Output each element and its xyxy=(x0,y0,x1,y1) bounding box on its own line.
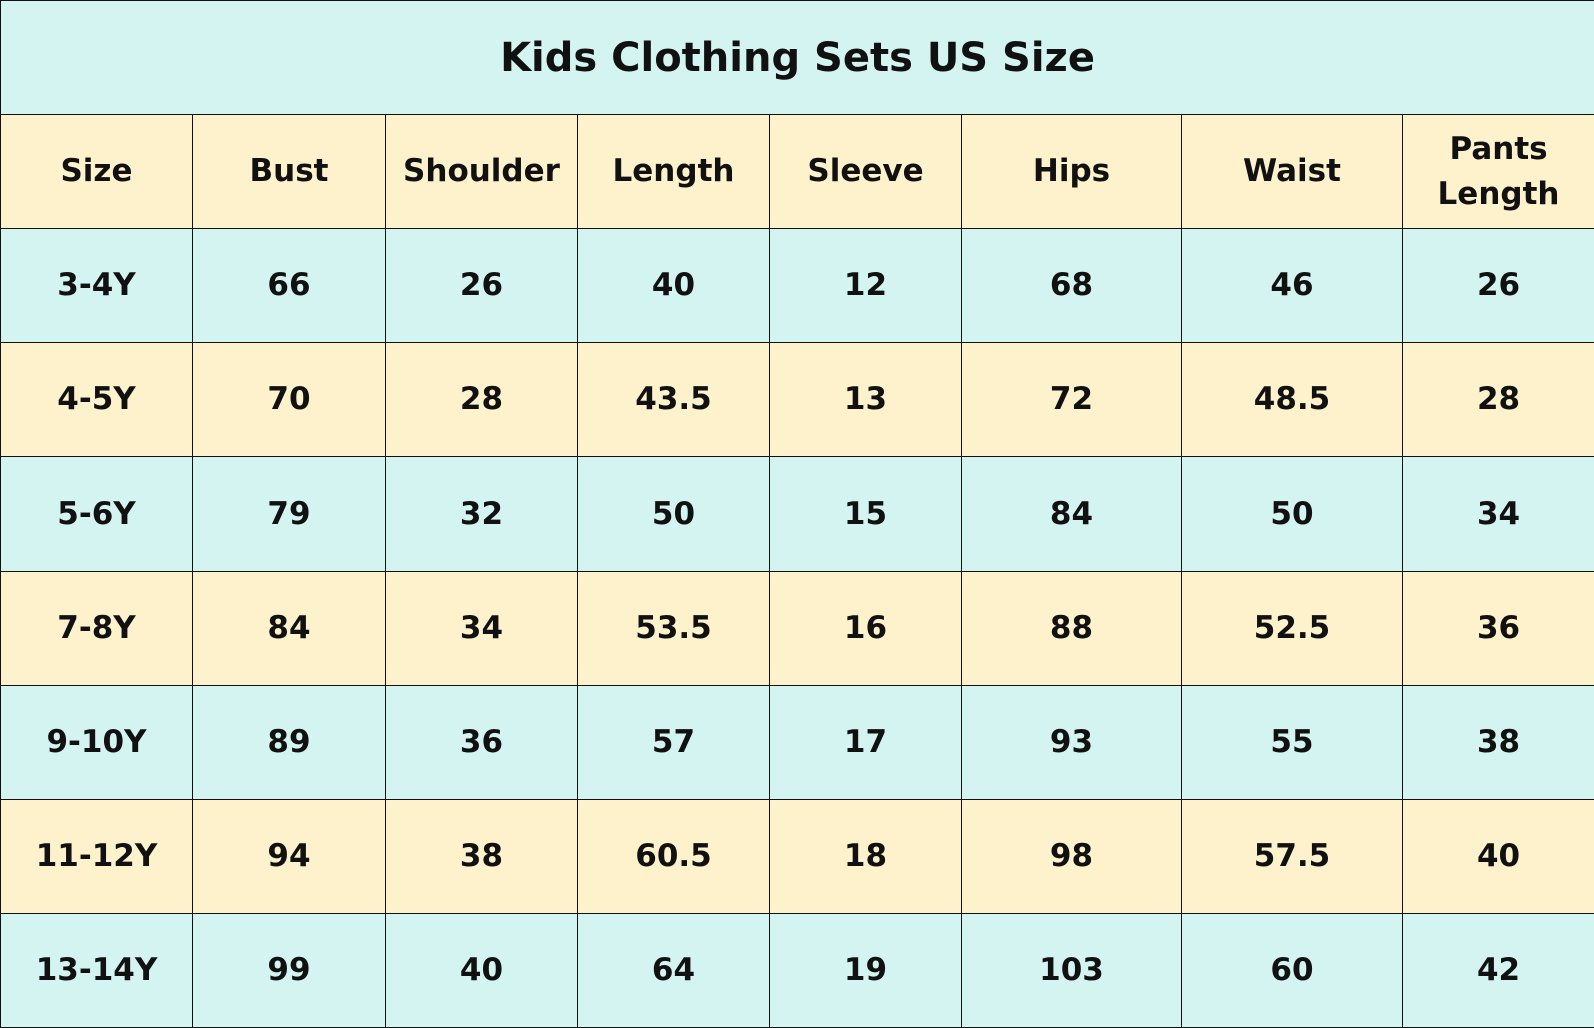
cell-hips: 72 xyxy=(961,342,1182,458)
cell-pants-length: 38 xyxy=(1401,684,1594,800)
cell-shoulder: 34 xyxy=(385,570,578,686)
column-header-size: Size xyxy=(0,114,193,230)
cell-size: 5-6Y xyxy=(0,456,193,572)
cell-waist: 57.5 xyxy=(1181,798,1403,914)
cell-bust: 99 xyxy=(192,912,386,1028)
cell-size: 7-8Y xyxy=(0,570,193,686)
cell-hips: 88 xyxy=(961,570,1182,686)
cell-shoulder: 28 xyxy=(385,342,578,458)
cell-pants-length: 26 xyxy=(1401,228,1594,344)
cell-sleeve: 18 xyxy=(769,798,962,914)
table-body: 3-4Y 66 26 40 12 68 46 26 4-5Y 70 28 43.5 13 72 48.5 28… xyxy=(0,228,1594,1028)
chart-title: Kids Clothing Sets US Size xyxy=(0,0,1594,116)
cell-shoulder: 38 xyxy=(385,798,578,914)
cell-bust: 70 xyxy=(192,342,386,458)
cell-bust: 66 xyxy=(192,228,386,344)
cell-sleeve: 19 xyxy=(769,912,962,1028)
table-row: 11-12Y 94 38 60.5 18 98 57.5 40 xyxy=(0,798,1594,914)
table-row: 5-6Y 79 32 50 15 84 50 34 xyxy=(0,456,1594,572)
column-header-sleeve: Sleeve xyxy=(769,114,962,230)
table-row: 3-4Y 66 26 40 12 68 46 26 xyxy=(0,228,1594,344)
cell-length: 53.5 xyxy=(577,570,770,686)
cell-waist: 50 xyxy=(1181,456,1403,572)
cell-length: 43.5 xyxy=(577,342,770,458)
cell-waist: 52.5 xyxy=(1181,570,1403,686)
cell-waist: 60 xyxy=(1181,912,1403,1028)
cell-pants-length: 42 xyxy=(1401,912,1594,1028)
cell-shoulder: 32 xyxy=(385,456,578,572)
cell-length: 57 xyxy=(577,684,770,800)
cell-size: 4-5Y xyxy=(0,342,193,458)
cell-bust: 79 xyxy=(192,456,386,572)
cell-size: 3-4Y xyxy=(0,228,193,344)
cell-length: 64 xyxy=(577,912,770,1028)
cell-shoulder: 26 xyxy=(385,228,578,344)
cell-sleeve: 16 xyxy=(769,570,962,686)
cell-shoulder: 40 xyxy=(385,912,578,1028)
cell-hips: 68 xyxy=(961,228,1182,344)
table-row: 9-10Y 89 36 57 17 93 55 38 xyxy=(0,684,1594,800)
column-header-length: Length xyxy=(577,114,770,230)
cell-waist: 55 xyxy=(1181,684,1403,800)
cell-hips: 93 xyxy=(961,684,1182,800)
cell-length: 40 xyxy=(577,228,770,344)
cell-bust: 89 xyxy=(192,684,386,800)
cell-length: 50 xyxy=(577,456,770,572)
cell-hips: 98 xyxy=(961,798,1182,914)
cell-pants-length: 34 xyxy=(1401,456,1594,572)
table-row: 4-5Y 70 28 43.5 13 72 48.5 28 xyxy=(0,342,1594,458)
cell-hips: 103 xyxy=(961,912,1182,1028)
table-row: 7-8Y 84 34 53.5 16 88 52.5 36 xyxy=(0,570,1594,686)
column-header-waist: Waist xyxy=(1181,114,1403,230)
cell-length: 60.5 xyxy=(577,798,770,914)
cell-sleeve: 17 xyxy=(769,684,962,800)
cell-sleeve: 15 xyxy=(769,456,962,572)
cell-sleeve: 12 xyxy=(769,228,962,344)
cell-bust: 94 xyxy=(192,798,386,914)
header-row: Size Bust Shoulder Length Sleeve Hips Waist Pan… xyxy=(0,114,1594,230)
cell-sleeve: 13 xyxy=(769,342,962,458)
column-header-bust: Bust xyxy=(192,114,386,230)
table-row: 13-14Y 99 40 64 19 103 60 42 xyxy=(0,912,1594,1028)
cell-size: 13-14Y xyxy=(0,912,193,1028)
cell-waist: 48.5 xyxy=(1181,342,1403,458)
cell-pants-length: 40 xyxy=(1401,798,1594,914)
cell-pants-length: 36 xyxy=(1401,570,1594,686)
cell-shoulder: 36 xyxy=(385,684,578,800)
cell-pants-length: 28 xyxy=(1401,342,1594,458)
column-header-shoulder: Shoulder xyxy=(385,114,578,230)
cell-size: 9-10Y xyxy=(0,684,193,800)
cell-waist: 46 xyxy=(1181,228,1403,344)
column-header-hips: Hips xyxy=(961,114,1182,230)
cell-size: 11-12Y xyxy=(0,798,193,914)
column-header-pants-length: Pants Length xyxy=(1401,114,1594,230)
cell-bust: 84 xyxy=(192,570,386,686)
cell-hips: 84 xyxy=(961,456,1182,572)
